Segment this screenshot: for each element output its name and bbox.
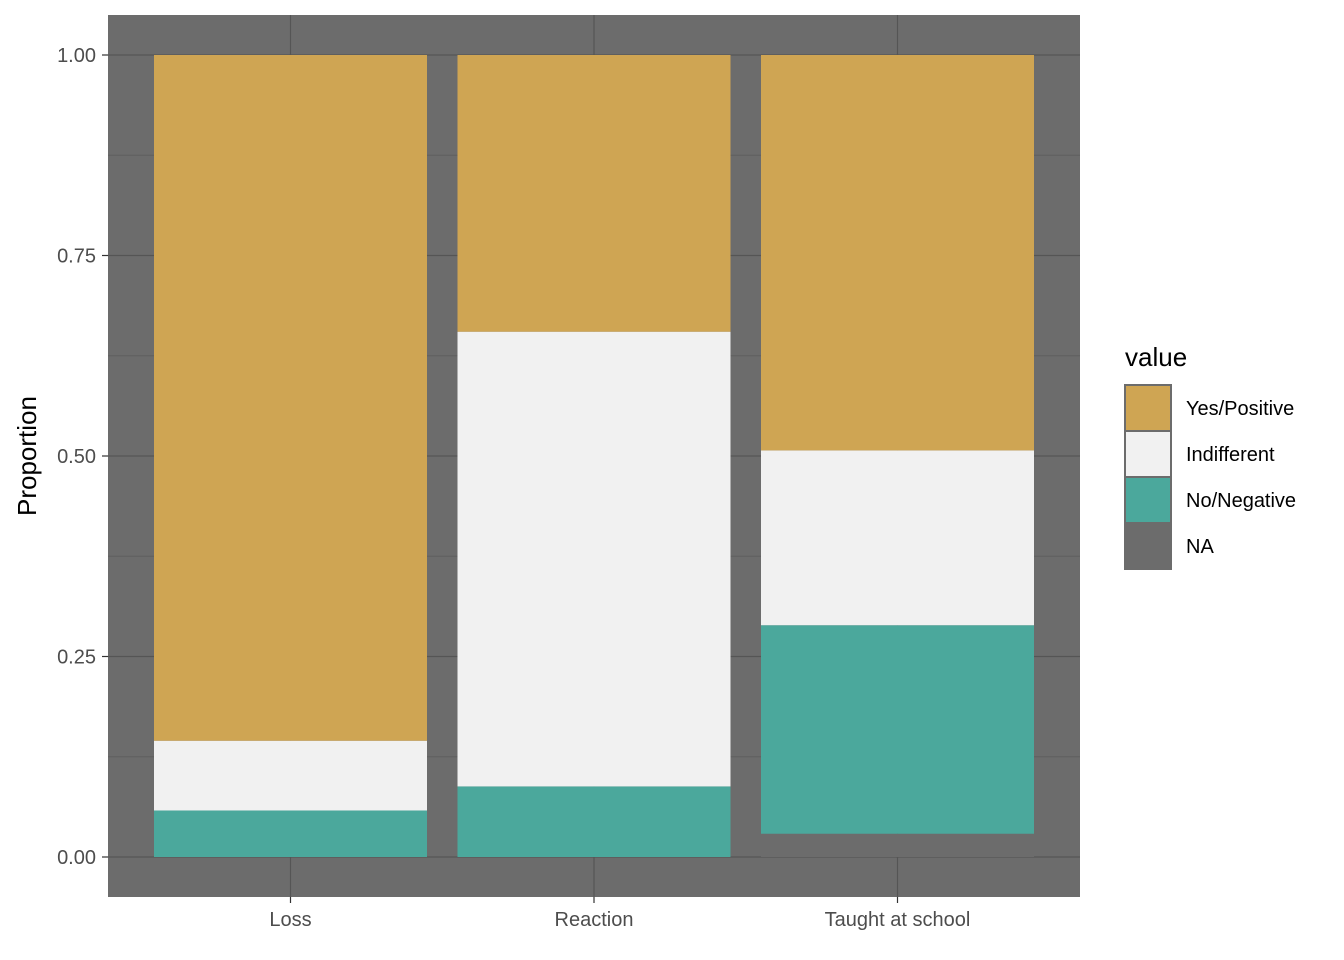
bar-no-negative-taught-at-school [761,625,1034,834]
legend-key-yes-positive [1124,384,1172,432]
bar-no-negative-reaction [457,786,731,857]
legend-label: Yes/Positive [1186,398,1294,420]
legend-key-na [1124,522,1172,570]
y-axis-title: Proportion [12,396,42,516]
bar-no-negative-loss [154,810,427,857]
x-tick-label: Taught at school [825,909,971,931]
bar-indifferent-reaction [457,331,731,787]
y-axis: 0.00 0.25 0.50 0.75 1.00 [57,45,108,869]
y-tick-label: 0.50 [57,446,96,468]
x-tick-label: Loss [269,909,311,931]
y-tick-label: 1.00 [57,45,96,67]
legend-label: NA [1186,536,1214,558]
legend-label: Indifferent [1186,444,1275,466]
y-tick-label: 0.00 [57,847,96,869]
bar-indifferent-taught-at-school [761,450,1034,626]
bar-yes-positive-reaction [457,55,731,332]
legend-key-indifferent [1124,430,1172,478]
bar-na-taught-at-school [761,833,1034,857]
bars [154,55,1034,857]
x-axis: Loss Reaction Taught at school [269,897,970,931]
legend-label: No/Negative [1186,490,1296,512]
legend-title: value [1125,342,1187,372]
legend: value Yes/Positive Indifferent No/Negative… [1124,342,1296,570]
bar-indifferent-loss [154,740,427,811]
bar-yes-positive-loss [154,55,427,741]
y-tick-label: 0.75 [57,246,96,268]
x-tick-label: Reaction [555,909,634,931]
y-tick-label: 0.25 [57,647,96,669]
bar-yes-positive-taught-at-school [761,55,1034,451]
legend-key-no-negative [1124,476,1172,524]
